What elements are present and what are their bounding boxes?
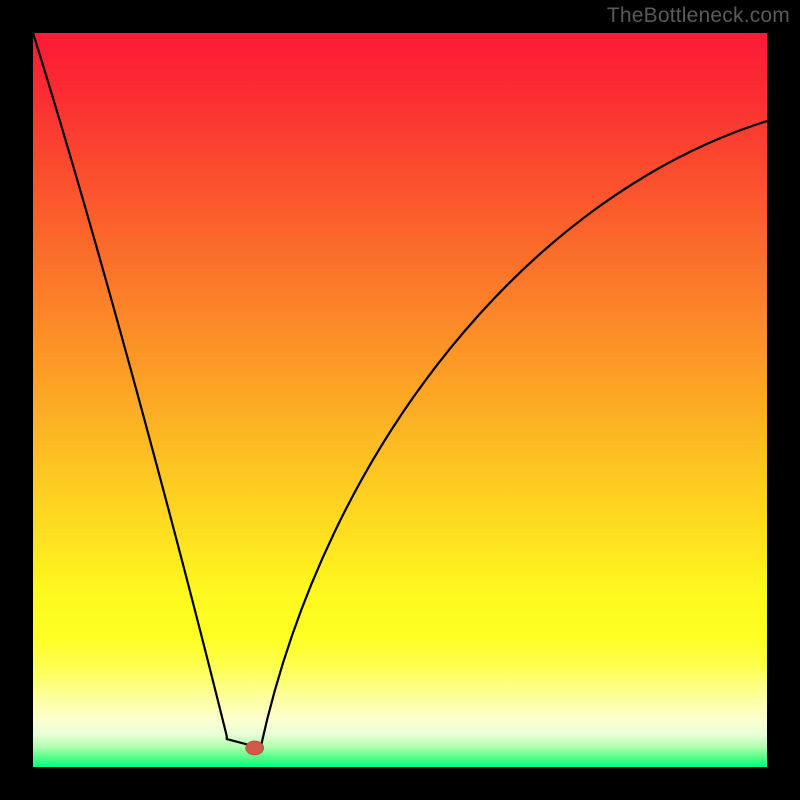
chart-container: TheBottleneck.com [0,0,800,800]
watermark-text: TheBottleneck.com [607,4,790,28]
bottleneck-chart [0,0,800,800]
minimum-marker [246,741,264,755]
chart-gradient-background [33,33,767,767]
